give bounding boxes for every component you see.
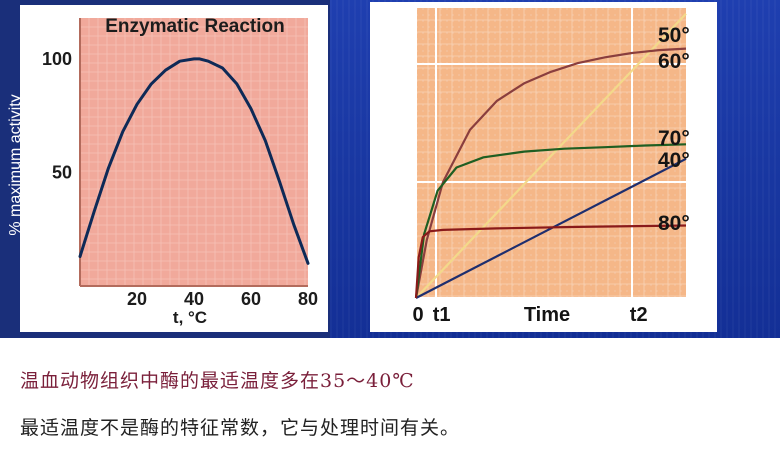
accumulation-series-label: 70° bbox=[658, 127, 690, 150]
accumulation-x-tick-label: t1 bbox=[433, 304, 451, 326]
caption-optimal-temperature: 温血动物组织中酶的最适温度多在35～40℃ bbox=[20, 370, 415, 392]
activity-x-axis-label: t, °C bbox=[173, 308, 207, 327]
figure-svg: Enzymatic Reaction 50 100 20 40 60 80 % maxi… bbox=[7, 8, 690, 327]
activity-curve bbox=[78, 57, 310, 265]
caption-not-characteristic-constant: 最适温度不是酶的特征常数，它与处理时间有关。 bbox=[20, 417, 461, 439]
accumulation-series-label: 50° bbox=[658, 24, 690, 47]
activity-chart: Enzymatic Reaction 50 100 20 40 60 80 % maxi… bbox=[7, 16, 318, 327]
activity-grid bbox=[80, 18, 308, 286]
accumulation-curve-2 bbox=[414, 143, 687, 299]
accumulation-series-label: 60° bbox=[658, 50, 690, 73]
activity-y-tick-label: 100 bbox=[42, 49, 72, 69]
accumulation-chart: product accumulation Time 0 t1 t2 50° 60° 70… bbox=[380, 8, 690, 326]
accumulation-curve-4 bbox=[414, 224, 687, 299]
activity-x-tick-label: 60 bbox=[241, 289, 261, 309]
accumulation-y-axis-label: product accumulation bbox=[380, 86, 400, 257]
accumulation-x-tick-label: 0 bbox=[412, 304, 423, 326]
activity-y-axis-label: % maximum activity bbox=[7, 94, 24, 235]
activity-x-tick-label: 20 bbox=[127, 289, 147, 309]
activity-y-tick-label: 50 bbox=[52, 162, 72, 182]
activity-chart-title: Enzymatic Reaction bbox=[105, 16, 285, 37]
accumulation-x-axis-label: Time bbox=[524, 304, 570, 326]
accumulation-curve-1 bbox=[414, 47, 687, 299]
activity-x-tick-label: 40 bbox=[184, 289, 204, 309]
accumulation-grid bbox=[416, 8, 686, 298]
accumulation-series-label: 40° bbox=[658, 149, 690, 172]
accumulation-curve-0 bbox=[415, 13, 687, 299]
accumulation-series-label: 80° bbox=[658, 212, 690, 235]
activity-x-tick-label: 80 bbox=[298, 289, 318, 309]
accumulation-x-tick-label: t2 bbox=[630, 304, 648, 326]
